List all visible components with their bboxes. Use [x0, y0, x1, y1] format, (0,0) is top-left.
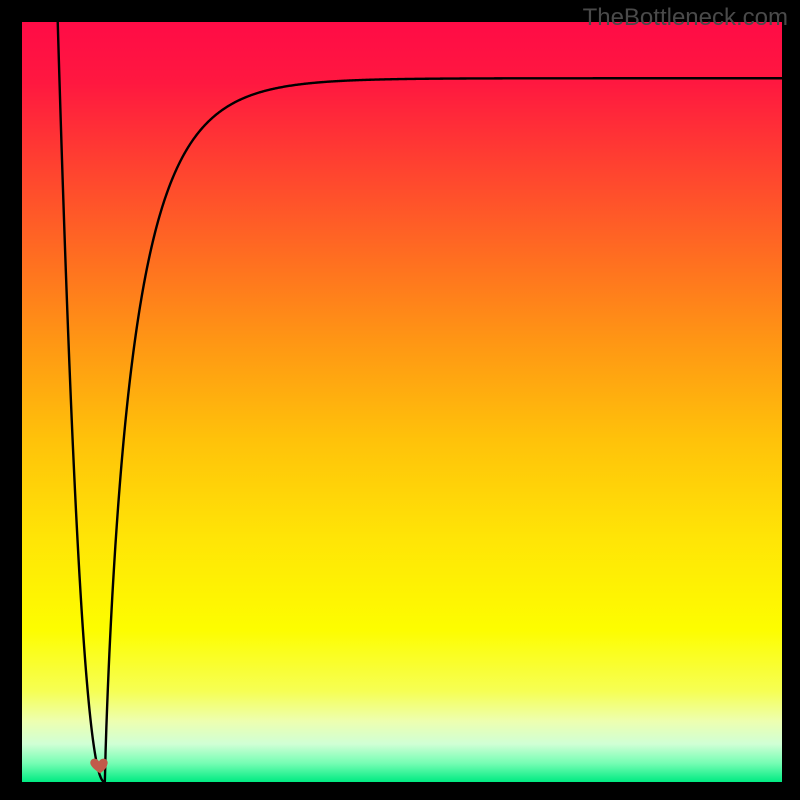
bottleneck-curve — [22, 22, 782, 782]
plot-area — [22, 22, 782, 782]
watermark-text: TheBottleneck.com — [583, 4, 788, 32]
chart-container: TheBottleneck.com — [0, 0, 800, 800]
optimum-heart-icon — [89, 754, 111, 776]
